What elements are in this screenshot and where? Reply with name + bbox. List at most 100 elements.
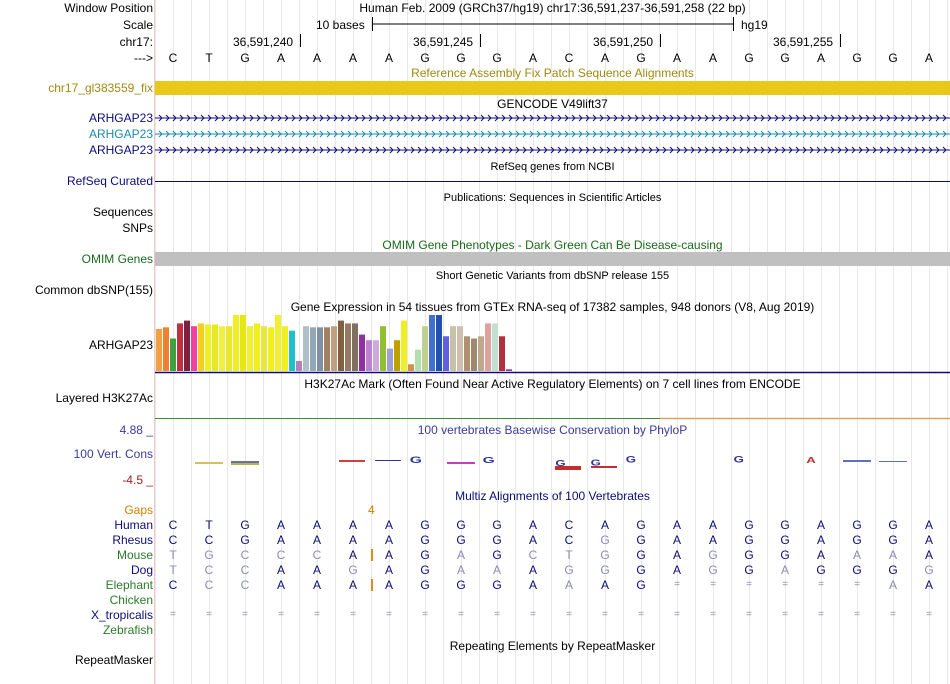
strand-chevron (921, 146, 926, 154)
strand-arrow-label[interactable]: ---> (134, 51, 153, 65)
strand-chevron (305, 114, 310, 122)
aligned-base: G (780, 548, 790, 562)
strand-chevron (228, 146, 233, 154)
aligned-base: G (636, 578, 646, 592)
phylop-logo[interactable]: G G G G G G A (155, 452, 950, 472)
strand-chevron (354, 130, 359, 138)
grid-line (533, 0, 534, 684)
species-label[interactable]: Zebrafish (102, 623, 153, 637)
repeatmasker-label[interactable]: RepeatMasker (74, 653, 153, 667)
aligned-base: G (636, 533, 646, 547)
species-label[interactable]: Elephant (105, 578, 153, 592)
grid-line (587, 0, 588, 684)
species-label[interactable]: Chicken (109, 593, 153, 607)
gtex-label[interactable]: ARHGAP23 (88, 338, 153, 352)
grid-line (767, 0, 768, 684)
strand-chevron (417, 130, 422, 138)
aligned-base: = (818, 609, 824, 620)
aligned-base: G (420, 578, 430, 592)
species-label[interactable]: X_tropicalis (90, 608, 153, 622)
h3k27ac-label[interactable]: Layered H3K27Ac (55, 391, 153, 405)
omim-label[interactable]: OMIM Genes (81, 252, 153, 266)
gencode-transcripts[interactable] (155, 110, 950, 158)
gtex-tissue-bar (464, 336, 470, 371)
gtex-tissue-bar (394, 340, 400, 371)
reference-base: G (420, 51, 430, 65)
gtex-expression-bars[interactable] (155, 315, 950, 374)
gtex-tissue-bar (191, 326, 197, 371)
grid-line (641, 0, 642, 684)
fix-patch-bar[interactable] (155, 81, 950, 95)
refseq-gene-line[interactable] (155, 181, 950, 182)
gtex-tissue-bar (247, 326, 253, 371)
strand-chevron (711, 146, 716, 154)
strand-chevron (431, 130, 436, 138)
omim-gene-bar[interactable] (155, 252, 950, 266)
strand-chevron (928, 114, 933, 122)
gtex-tissue-bar (338, 320, 344, 371)
strand-chevron (592, 114, 597, 122)
strand-chevron (508, 130, 513, 138)
strand-chevron (550, 130, 555, 138)
gencode-label-1[interactable]: ARHGAP23 (88, 111, 153, 125)
species-label[interactable]: Rhesus (112, 533, 153, 547)
strand-chevron (578, 130, 583, 138)
strand-chevron (389, 114, 394, 122)
gtex-tissue-bar (443, 336, 449, 371)
grid-line (695, 0, 696, 684)
aligned-base: G (492, 578, 502, 592)
strand-chevron (858, 146, 863, 154)
phylop-label[interactable]: 100 Vert. Cons (73, 447, 153, 461)
gencode-label-2[interactable]: ARHGAP23 (88, 127, 153, 141)
strand-chevron (907, 130, 912, 138)
strand-chevron (585, 146, 590, 154)
refseq-label[interactable]: RefSeq Curated (66, 174, 153, 188)
gtex-tissue-bar (324, 327, 330, 371)
strand-chevron (326, 114, 331, 122)
aligned-base: G (600, 563, 610, 577)
species-label[interactable]: Dog (130, 563, 153, 577)
strand-chevron (375, 114, 380, 122)
strand-chevron (249, 114, 254, 122)
publications-snps-label[interactable]: SNPs (122, 221, 153, 235)
gtex-tissue-bar (429, 315, 435, 371)
species-label[interactable]: Mouse (116, 548, 153, 562)
aligned-base: A (600, 518, 609, 532)
aligned-base: A (384, 563, 393, 577)
strand-chevron (830, 146, 835, 154)
aligned-base: A (492, 563, 501, 577)
fix-patch-label[interactable]: chr17_gl383559_fix (48, 81, 153, 95)
strand-chevron (914, 130, 919, 138)
strand-chevron (333, 130, 338, 138)
h3k27ac-signal[interactable] (155, 416, 950, 420)
gtex-tissue-bar (254, 323, 260, 371)
scale-label[interactable]: Scale (122, 18, 153, 32)
species-label[interactable]: Human (114, 518, 153, 532)
aligned-base: = (782, 579, 788, 590)
aligned-base: G (888, 518, 898, 532)
aligned-base: = (458, 609, 464, 620)
gtex-tissue-bar (408, 364, 414, 371)
aligned-base: C (168, 533, 178, 547)
strand-chevron (914, 146, 919, 154)
aligned-base: G (888, 533, 898, 547)
aligned-base: G (492, 533, 502, 547)
gencode-label-3[interactable]: ARHGAP23 (88, 143, 153, 157)
strand-chevron (641, 114, 646, 122)
strand-chevron (529, 130, 534, 138)
aligned-base: G (852, 563, 862, 577)
multiz-gaps-label[interactable]: Gaps (124, 503, 153, 517)
aligned-base: G (636, 518, 646, 532)
publications-sequences-label[interactable]: Sequences (92, 205, 153, 219)
strand-chevron (396, 130, 401, 138)
grid-line (929, 0, 930, 684)
strand-chevron (669, 146, 674, 154)
svg-text:G: G (591, 458, 601, 467)
strand-chevron (361, 130, 366, 138)
dbsnp-label[interactable]: Common dbSNP(155) (34, 283, 153, 297)
strand-chevron (690, 130, 695, 138)
aligned-base: A (528, 533, 537, 547)
window-position-label[interactable]: Window Position (64, 1, 153, 15)
strand-chevron (326, 130, 331, 138)
chrom-label[interactable]: chr17: (119, 35, 153, 49)
